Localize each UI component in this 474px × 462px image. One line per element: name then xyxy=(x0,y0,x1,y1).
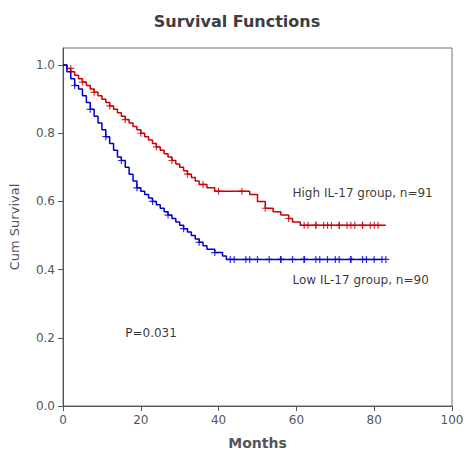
svg-text:Cum Survival: Cum Survival xyxy=(7,184,22,271)
svg-text:0.8: 0.8 xyxy=(36,126,55,140)
svg-text:0: 0 xyxy=(59,413,67,427)
svg-text:0.2: 0.2 xyxy=(36,331,55,345)
svg-text:P=0.031: P=0.031 xyxy=(125,326,177,340)
svg-text:Low IL-17 group, n=90: Low IL-17 group, n=90 xyxy=(293,273,429,287)
svg-text:Months: Months xyxy=(228,435,287,451)
svg-text:40: 40 xyxy=(211,413,226,427)
svg-text:100: 100 xyxy=(441,413,464,427)
svg-text:80: 80 xyxy=(367,413,382,427)
svg-text:0.6: 0.6 xyxy=(36,194,55,208)
svg-text:20: 20 xyxy=(133,413,148,427)
svg-text:High IL-17 group, n=91: High IL-17 group, n=91 xyxy=(293,186,433,200)
svg-text:0.0: 0.0 xyxy=(36,399,55,413)
svg-text:60: 60 xyxy=(289,413,304,427)
svg-text:0.4: 0.4 xyxy=(36,263,55,277)
svg-text:1.0: 1.0 xyxy=(36,58,55,72)
svg-text:Survival Functions: Survival Functions xyxy=(154,12,320,31)
